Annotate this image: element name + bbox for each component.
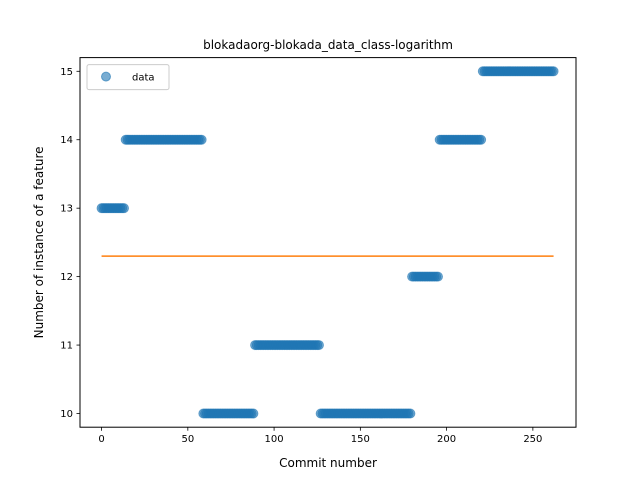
x-tick-label: 200 <box>437 434 456 445</box>
chart-title: blokadaorg-blokada_data_class-logarithm <box>203 38 453 52</box>
y-axis-ticks: 10 11 12 13 14 15 <box>60 67 80 420</box>
data-point <box>405 408 416 419</box>
y-axis-label: Number of instance of a feature <box>32 146 46 338</box>
data-point <box>313 340 324 351</box>
legend-box <box>86 64 170 91</box>
scatter-points <box>96 66 559 419</box>
y-tick-label: 14 <box>60 135 73 146</box>
y-tick-label: 15 <box>60 67 73 78</box>
data-point <box>248 408 259 419</box>
x-tick-label: 0 <box>98 434 104 445</box>
data-point <box>476 134 487 145</box>
y-tick-label: 11 <box>60 341 73 352</box>
x-tick-label: 250 <box>523 434 542 445</box>
y-tick-label: 12 <box>60 272 73 283</box>
data-point <box>548 66 559 77</box>
y-tick-label: 13 <box>60 204 73 215</box>
data-point <box>196 134 207 145</box>
x-tick-label: 50 <box>181 434 194 445</box>
y-tick-label: 10 <box>60 409 73 420</box>
plot-area-frame <box>79 57 577 428</box>
x-tick-label: 150 <box>351 434 370 445</box>
data-point <box>432 271 443 282</box>
x-axis-ticks: 0 50 100 150 200 250 <box>98 427 542 445</box>
x-tick-label: 100 <box>265 434 284 445</box>
legend-marker <box>101 71 111 82</box>
x-axis-label: Commit number <box>279 456 377 470</box>
legend: data <box>86 64 170 91</box>
data-point <box>118 203 129 214</box>
legend-label-data: data <box>132 73 155 84</box>
